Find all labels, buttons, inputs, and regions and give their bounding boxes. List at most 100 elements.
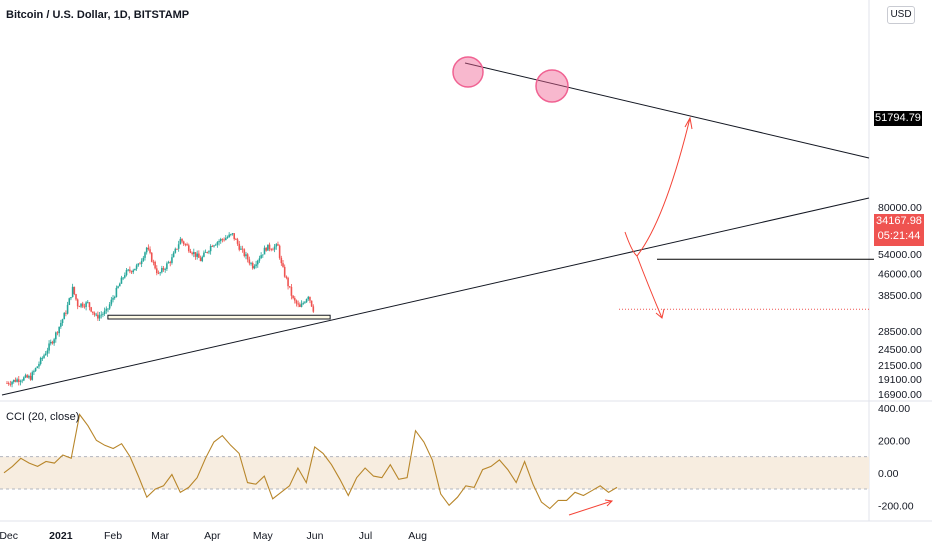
candle-body xyxy=(34,368,37,372)
candle-body xyxy=(278,245,281,258)
candle-body xyxy=(283,266,286,277)
candle-body xyxy=(24,375,27,378)
candle-body xyxy=(33,371,35,373)
candle-body xyxy=(100,314,103,316)
candle-body xyxy=(280,257,283,264)
candle-body xyxy=(189,251,192,253)
cci-tick-label: 200.00 xyxy=(878,435,910,447)
candle-body xyxy=(115,287,118,298)
candle-body xyxy=(299,304,301,307)
candle-body xyxy=(240,248,242,250)
candle-body xyxy=(292,295,294,299)
candle-body xyxy=(191,252,193,254)
price-tick-label: 38500.00 xyxy=(878,290,922,302)
candle-body xyxy=(139,263,141,265)
cci-legend-label: CCI (20, close) xyxy=(6,411,80,423)
candle-body xyxy=(295,300,298,304)
horizontal-line-price-label: 51794.79 xyxy=(874,111,922,126)
candle-body xyxy=(204,251,207,253)
candle-body xyxy=(167,262,170,264)
candle-body xyxy=(56,332,59,334)
candle-body xyxy=(65,312,67,314)
cci-indicator xyxy=(0,413,869,516)
candle-body xyxy=(38,363,40,367)
candle-body xyxy=(73,286,76,295)
candle-body xyxy=(124,275,126,278)
axes: 80000.0070000.0062000.0054000.0046000.00… xyxy=(0,202,922,542)
candle-body xyxy=(129,269,131,272)
candle-body xyxy=(245,254,247,257)
candle-body xyxy=(176,248,178,250)
candle-body xyxy=(76,299,79,307)
candle-body xyxy=(147,247,150,250)
candle-body xyxy=(23,377,25,381)
candle-body xyxy=(16,379,18,382)
candle-body xyxy=(251,263,254,269)
candle-body xyxy=(307,296,310,300)
candle-body xyxy=(75,294,77,300)
candle-body xyxy=(105,308,108,311)
candle-body xyxy=(103,310,106,314)
candle-body xyxy=(171,257,173,263)
candle-body xyxy=(208,251,210,253)
candle-body xyxy=(309,296,311,301)
candle-body xyxy=(6,382,8,384)
candle-body xyxy=(80,303,82,307)
candle-body xyxy=(187,245,190,252)
candle-body xyxy=(256,260,259,265)
currency-button[interactable]: USD xyxy=(887,6,915,24)
candle-body xyxy=(250,263,252,264)
candle-body xyxy=(51,341,54,344)
time-tick-label: Jul xyxy=(359,530,372,542)
bearish-arrowhead xyxy=(655,308,665,319)
rising-trendline xyxy=(1,197,870,396)
candle-body xyxy=(142,257,145,261)
candle-body xyxy=(122,277,124,279)
candle-body xyxy=(273,246,276,250)
candle-body xyxy=(182,241,185,245)
candle-body xyxy=(201,256,204,262)
cci-tick-label: -200.00 xyxy=(878,500,914,512)
candle-body xyxy=(17,379,20,382)
candle-body xyxy=(125,270,128,276)
candle-body xyxy=(117,286,119,288)
candle-body xyxy=(262,254,264,256)
candle-body xyxy=(78,306,81,308)
candle-body xyxy=(231,233,234,235)
candle-body xyxy=(213,245,215,247)
candle-body xyxy=(26,375,28,378)
candle-body xyxy=(46,350,49,354)
candle-body xyxy=(95,314,97,316)
candle-body xyxy=(19,381,22,382)
cci-tick-label: 0.00 xyxy=(878,468,899,480)
bearish-arrow xyxy=(636,255,663,319)
cci-divergence-arrow xyxy=(568,500,613,516)
price-tick-label: 80000.00 xyxy=(878,202,922,214)
candle-body xyxy=(85,302,87,307)
candle-body xyxy=(216,242,219,245)
candle-body xyxy=(110,299,113,305)
candle-body xyxy=(130,271,133,273)
time-tick-label: Feb xyxy=(104,530,122,542)
candle-body xyxy=(53,339,55,344)
candle-body xyxy=(235,239,237,240)
candle-body xyxy=(68,298,71,305)
candle-body xyxy=(90,307,92,312)
candle-body xyxy=(21,380,23,382)
price-tick-label: 28500.00 xyxy=(878,326,922,338)
candle-body xyxy=(293,298,296,301)
bar-countdown: 05:21:44 xyxy=(877,230,921,242)
candle-body xyxy=(58,326,60,334)
candle-body xyxy=(169,262,172,263)
candle-body xyxy=(224,238,227,241)
candle-body xyxy=(255,264,257,267)
candle-body xyxy=(49,341,52,344)
candle-body xyxy=(41,357,44,359)
candle-body xyxy=(267,244,269,251)
price-tick-label: 54000.00 xyxy=(878,249,922,261)
candle-body xyxy=(31,372,34,380)
current-price-value: 34167.98 xyxy=(876,215,922,227)
candle-body xyxy=(9,383,12,385)
candle-body xyxy=(11,381,13,385)
